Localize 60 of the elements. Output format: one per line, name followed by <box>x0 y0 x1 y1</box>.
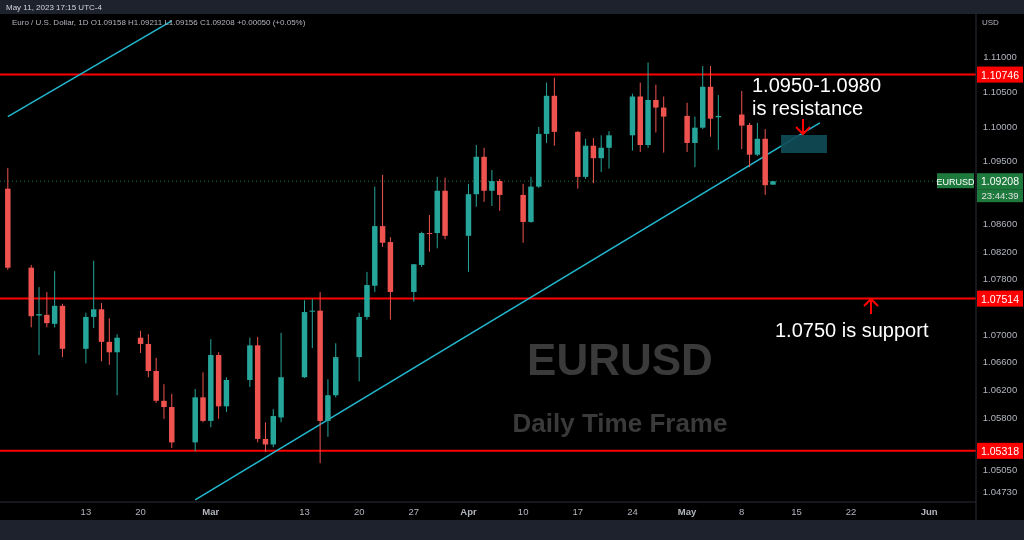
candlestick <box>489 169 495 207</box>
y-tick-label: 1.11000 <box>983 51 1017 63</box>
x-tick-label: 13 <box>80 506 92 517</box>
y-tick-label: 1.07800 <box>982 273 1018 285</box>
y-tick-label: 1.09500 <box>982 155 1018 167</box>
ref-line-label: 1.09208 <box>981 175 1020 188</box>
candlestick <box>426 214 433 253</box>
x-tick-label: 22 <box>845 506 857 517</box>
y-tick-label: 1.08600 <box>982 217 1018 229</box>
annotation: EURUSD <box>936 176 975 187</box>
y-tick-label: 1.08200 <box>982 245 1018 257</box>
candlestick <box>90 260 97 329</box>
annotation: 1.0950-1.0980 is resistance <box>752 74 882 119</box>
candlestick <box>739 90 745 150</box>
x-tick-label: 10 <box>517 506 529 517</box>
ref-line-label: 1.05318 <box>981 444 1020 457</box>
x-tick-label: 17 <box>572 506 584 517</box>
x-tick-label: 24 <box>627 506 638 517</box>
annotation: Euro / U.S. Dollar, 1D O1.09158 H1.09211 L1.09156 C1.09208 +0.00050 (+0.05%) <box>12 18 306 27</box>
y-tick-label: 1.07000 <box>982 328 1018 340</box>
candlestick <box>496 178 503 212</box>
y-tick-label: 1.10500 <box>982 86 1018 98</box>
x-tick-label: 15 <box>791 506 802 517</box>
text: EURUSD <box>527 335 713 384</box>
ref-line-label: 1.10746 <box>981 68 1020 81</box>
y-tick-label: 1.05800 <box>982 411 1018 423</box>
candlestick <box>660 95 667 154</box>
candlestick <box>606 130 612 170</box>
candlestick <box>598 134 604 173</box>
text: May 11, 2023 17:15 UTC-4 <box>6 3 103 12</box>
candlestick <box>161 383 167 420</box>
y-tick-label: 1.06200 <box>982 384 1018 396</box>
x-tick-label: Mar <box>202 506 220 517</box>
x-tick-label: 13 <box>299 506 310 517</box>
candlestick <box>36 286 42 356</box>
text: Daily Time Frame <box>512 408 728 438</box>
candlestick <box>692 116 698 168</box>
x-tick-label: 27 <box>408 506 420 517</box>
x-tick-label: 20 <box>135 506 146 517</box>
x-tick-label: May <box>677 506 698 517</box>
y-axis-title: USD <box>982 18 1000 27</box>
candlestick <box>51 270 58 328</box>
candlestick <box>653 84 659 134</box>
x-tick-label: Apr <box>460 506 477 517</box>
candlestick <box>309 298 316 349</box>
x-tick-label: 20 <box>353 506 365 517</box>
y-tick-label: 1.06600 <box>982 356 1018 368</box>
ref-line-label: 1.07514 <box>981 292 1020 305</box>
annotation: 1.0750 is support <box>775 319 929 341</box>
y-tick-label: 1.04730 <box>982 486 1018 498</box>
x-tick-label: Jun <box>920 506 938 517</box>
candlestick <box>44 291 50 328</box>
y-tick-label: 1.05050 <box>982 463 1018 475</box>
candlestick <box>114 333 120 396</box>
candlestick <box>379 174 386 248</box>
x-tick-label: 8 <box>739 506 745 517</box>
text: 23:44:39 <box>981 190 1019 202</box>
candlestick <box>200 371 206 423</box>
candlestick <box>754 122 761 157</box>
y-tick-label: 1.10000 <box>982 120 1018 132</box>
